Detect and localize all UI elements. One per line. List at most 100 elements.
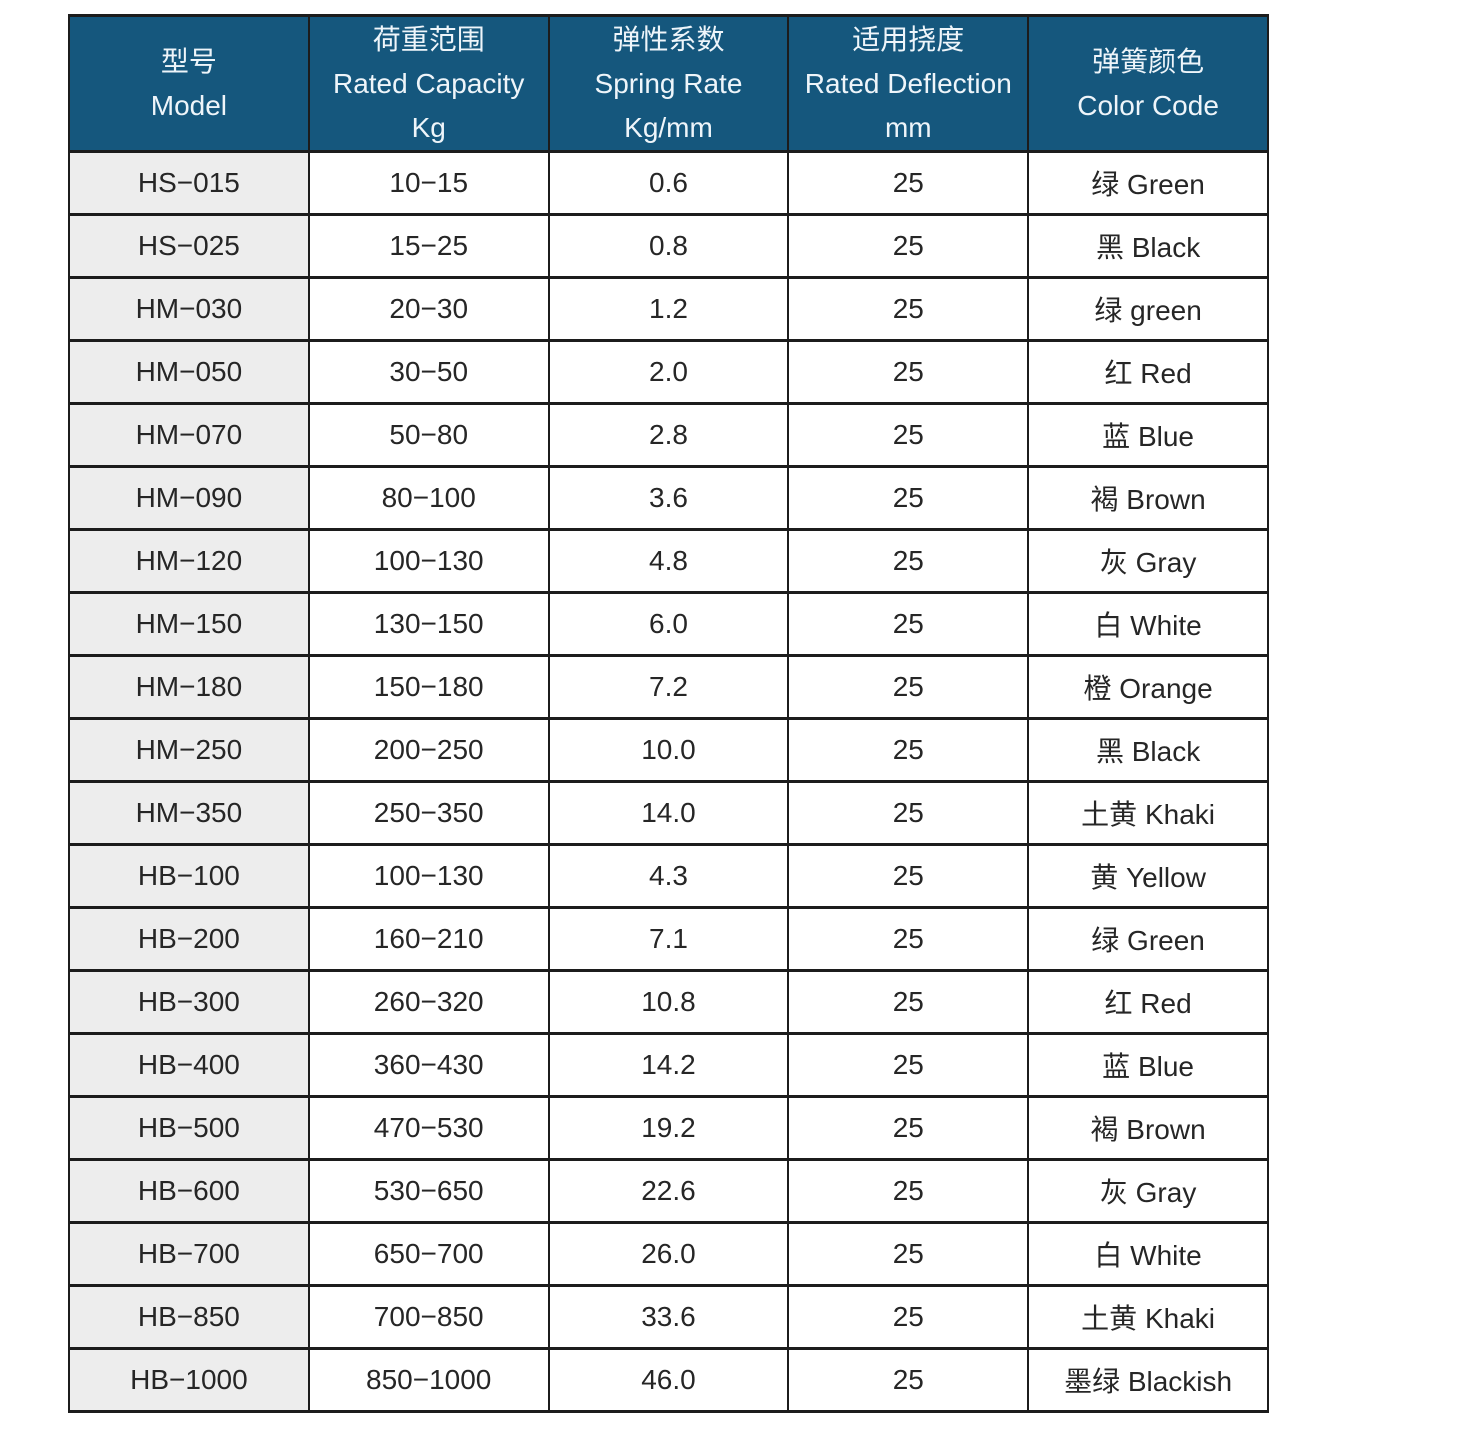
- column-header-rated-capacity-zh: 荷重范围: [372, 23, 485, 55]
- table-row: HS−025 15−25 0.8 25 黑 Black: [68, 213, 1269, 279]
- cell-color-code: 黑 Black: [1027, 717, 1269, 783]
- cell-spring-rate: 33.6: [547, 1284, 790, 1350]
- cell-rated-deflection: 25: [787, 906, 1030, 972]
- table-row: HB−300 260−320 10.8 25 红 Red: [68, 969, 1269, 1035]
- cell-rated-deflection: 25: [787, 1221, 1030, 1287]
- cell-rated-capacity: 850−1000: [307, 1347, 550, 1413]
- cell-rated-capacity: 200−250: [307, 717, 550, 783]
- cell-model: HM−090: [68, 465, 310, 531]
- cell-model: HM−120: [68, 528, 310, 594]
- column-header-rated-deflection-en: Rated Deflection: [804, 67, 1012, 99]
- table-row: HM−120 100−130 4.8 25 灰 Gray: [68, 528, 1269, 594]
- cell-rated-capacity: 250−350: [307, 780, 550, 846]
- cell-rated-capacity: 15−25: [307, 213, 550, 279]
- spring-spec-table: 型号 Model 荷重范围 Rated Capacity Kg 弹性系数 Spring Ra…: [68, 14, 1269, 1413]
- column-header-rated-capacity-en: Rated Capacity: [332, 67, 525, 99]
- cell-spring-rate: 46.0: [547, 1347, 790, 1413]
- cell-color-code: 绿 Green: [1027, 150, 1269, 216]
- cell-model: HM−250: [68, 717, 310, 783]
- cell-rated-capacity: 360−430: [307, 1032, 550, 1098]
- cell-model: HB−850: [68, 1284, 310, 1350]
- header-row: 型号 Model 荷重范围 Rated Capacity Kg 弹性系数 Spring Ra…: [68, 14, 1269, 153]
- table-row: HM−030 20−30 1.2 25 绿 green: [68, 276, 1269, 342]
- column-header-rated-deflection-zh: 适用挠度: [852, 23, 965, 55]
- cell-spring-rate: 14.0: [547, 780, 790, 846]
- cell-rated-deflection: 25: [787, 1284, 1030, 1350]
- cell-spring-rate: 6.0: [547, 591, 790, 657]
- table-body: HS−015 10−15 0.6 25 绿 Green HS−025 15−25 0.8 25 黑…: [68, 150, 1269, 1413]
- cell-model: HM−050: [68, 339, 310, 405]
- cell-color-code: 白 White: [1027, 1221, 1269, 1287]
- table-header: 型号 Model 荷重范围 Rated Capacity Kg 弹性系数 Spring Ra…: [68, 14, 1269, 153]
- cell-rated-capacity: 30−50: [307, 339, 550, 405]
- cell-rated-deflection: 25: [787, 780, 1030, 846]
- cell-rated-deflection: 25: [787, 339, 1030, 405]
- cell-model: HS−015: [68, 150, 310, 216]
- cell-spring-rate: 7.2: [547, 654, 790, 720]
- cell-color-code: 墨绿 Blackish: [1027, 1347, 1269, 1413]
- cell-spring-rate: 7.1: [547, 906, 790, 972]
- cell-rated-deflection: 25: [787, 1158, 1030, 1224]
- column-header-color-code: 弹簧颜色 Color Code: [1027, 14, 1269, 153]
- cell-spring-rate: 10.0: [547, 717, 790, 783]
- table-row: HS−015 10−15 0.6 25 绿 Green: [68, 150, 1269, 216]
- cell-rated-capacity: 470−530: [307, 1095, 550, 1161]
- cell-model: HB−500: [68, 1095, 310, 1161]
- cell-model: HM−030: [68, 276, 310, 342]
- cell-rated-deflection: 25: [787, 717, 1030, 783]
- cell-model: HM−350: [68, 780, 310, 846]
- cell-spring-rate: 14.2: [547, 1032, 790, 1098]
- cell-rated-capacity: 130−150: [307, 591, 550, 657]
- cell-model: HB−300: [68, 969, 310, 1035]
- column-header-rated-deflection: 适用挠度 Rated Deflection mm: [787, 14, 1030, 153]
- cell-rated-deflection: 25: [787, 1095, 1030, 1161]
- cell-color-code: 褐 Brown: [1027, 465, 1269, 531]
- table-row: HM−350 250−350 14.0 25 土黄 Khaki: [68, 780, 1269, 846]
- column-header-spring-rate: 弹性系数 Spring Rate Kg/mm: [547, 14, 790, 153]
- cell-rated-capacity: 260−320: [307, 969, 550, 1035]
- cell-rated-capacity: 100−130: [307, 528, 550, 594]
- cell-rated-capacity: 10−15: [307, 150, 550, 216]
- cell-rated-capacity: 700−850: [307, 1284, 550, 1350]
- cell-rated-deflection: 25: [787, 1032, 1030, 1098]
- cell-rated-deflection: 25: [787, 1347, 1030, 1413]
- table-row: HB−600 530−650 22.6 25 灰 Gray: [68, 1158, 1269, 1224]
- cell-spring-rate: 4.3: [547, 843, 790, 909]
- cell-color-code: 黄 Yellow: [1027, 843, 1269, 909]
- cell-color-code: 绿 Green: [1027, 906, 1269, 972]
- column-header-color-code-zh: 弹簧颜色: [1092, 45, 1205, 77]
- cell-rated-capacity: 20−30: [307, 276, 550, 342]
- cell-model: HM−180: [68, 654, 310, 720]
- cell-color-code: 红 Red: [1027, 969, 1269, 1035]
- cell-model: HM−150: [68, 591, 310, 657]
- column-header-color-code-en: Color Code: [1077, 89, 1219, 121]
- cell-color-code: 灰 Gray: [1027, 1158, 1269, 1224]
- column-header-rated-capacity: 荷重范围 Rated Capacity Kg: [307, 14, 550, 153]
- column-header-rated-deflection-unit: mm: [884, 111, 932, 143]
- table-row: HM−250 200−250 10.0 25 黑 Black: [68, 717, 1269, 783]
- cell-model: HB−400: [68, 1032, 310, 1098]
- cell-rated-capacity: 650−700: [307, 1221, 550, 1287]
- column-header-model: 型号 Model: [68, 14, 310, 153]
- table-row: HM−050 30−50 2.0 25 红 Red: [68, 339, 1269, 405]
- cell-color-code: 蓝 Blue: [1027, 1032, 1269, 1098]
- cell-rated-deflection: 25: [787, 402, 1030, 468]
- table-row: HM−150 130−150 6.0 25 白 White: [68, 591, 1269, 657]
- cell-model: HB−1000: [68, 1347, 310, 1413]
- cell-rated-deflection: 25: [787, 150, 1030, 216]
- cell-spring-rate: 22.6: [547, 1158, 790, 1224]
- table-row: HB−850 700−850 33.6 25 土黄 Khaki: [68, 1284, 1269, 1350]
- cell-rated-deflection: 25: [787, 465, 1030, 531]
- cell-spring-rate: 2.0: [547, 339, 790, 405]
- cell-spring-rate: 0.8: [547, 213, 790, 279]
- table-row: HB−700 650−700 26.0 25 白 White: [68, 1221, 1269, 1287]
- cell-rated-deflection: 25: [787, 843, 1030, 909]
- cell-color-code: 土黄 Khaki: [1027, 780, 1269, 846]
- column-header-spring-rate-unit: Kg/mm: [624, 111, 713, 143]
- cell-model: HS−025: [68, 213, 310, 279]
- cell-spring-rate: 26.0: [547, 1221, 790, 1287]
- cell-color-code: 土黄 Khaki: [1027, 1284, 1269, 1350]
- cell-rated-capacity: 80−100: [307, 465, 550, 531]
- table-row: HM−070 50−80 2.8 25 蓝 Blue: [68, 402, 1269, 468]
- cell-rated-capacity: 50−80: [307, 402, 550, 468]
